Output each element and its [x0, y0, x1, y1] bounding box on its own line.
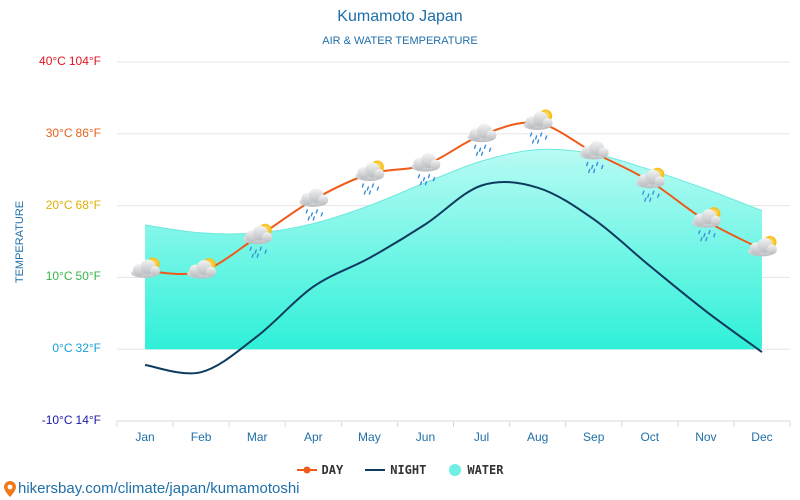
y-tick-celsius: 30°C — [45, 125, 73, 140]
legend-item-night[interactable]: NIGHT — [365, 463, 426, 477]
cloud-rain-icon — [579, 140, 609, 174]
cloud-rain-icon — [299, 188, 329, 221]
y-tick-celsius: 10°C — [45, 269, 73, 284]
legend-night-label: NIGHT — [390, 463, 427, 477]
x-tick-label-mar: Mar — [246, 430, 268, 444]
y-tick-celsius: 0°C — [52, 341, 73, 356]
cloud-rain-icon — [411, 153, 441, 186]
y-tick-fahrenheit: 32°F — [75, 341, 101, 356]
sun-cloud-rain-icon — [243, 223, 273, 258]
cloud-rain-icon — [467, 123, 497, 156]
y-tick-label: 40°C 104°F — [39, 54, 101, 68]
source-link[interactable]: hikersbay.com/climate/japan/kumamotoshi — [4, 480, 300, 497]
map-pin-icon — [4, 480, 16, 497]
night-line — [144, 181, 763, 375]
x-tick-label-nov: Nov — [695, 430, 717, 444]
legend-day-swatch — [296, 466, 317, 474]
y-tick-fahrenheit: 104°F — [68, 54, 101, 68]
x-tick-label-feb: Feb — [190, 430, 212, 444]
sun-cloud-rain-icon — [523, 109, 553, 144]
legend-item-water[interactable]: WATER — [448, 463, 503, 477]
legend-water-swatch — [449, 464, 462, 476]
y-tick-fahrenheit: 68°F — [75, 197, 101, 212]
x-tick-label-may: May — [358, 430, 381, 444]
partly-cloudy-sun-icon — [131, 257, 161, 278]
x-tick-label-dec: Dec — [751, 430, 773, 444]
y-tick-label: 20°C 68°F — [46, 198, 101, 212]
x-tick-label-jun: Jun — [415, 430, 436, 444]
x-tick-label-oct: Oct — [640, 430, 660, 444]
y-tick-fahrenheit: 86°F — [75, 125, 101, 140]
legend: DAY NIGHT WATER — [0, 463, 800, 477]
x-tick-label-apr: Apr — [303, 430, 323, 444]
chart-title: Kumamoto Japan — [337, 8, 463, 25]
legend-item-day[interactable]: DAY — [296, 463, 344, 477]
y-tick-celsius: 20°C — [45, 197, 73, 212]
x-tick-label-jan: Jan — [135, 430, 155, 444]
x-tick-label-jul: Jul — [473, 430, 490, 444]
y-tick-label: -10°C 14°F — [42, 413, 101, 427]
y-axis-title: TEMPERATURE — [14, 200, 26, 284]
y-tick-label: 30°C 86°F — [46, 126, 101, 140]
partly-cloudy-sun-icon — [747, 235, 777, 257]
water-area — [145, 149, 762, 350]
y-tick-label: 0°C 32°F — [52, 341, 101, 355]
y-tick-fahrenheit: 50°F — [75, 269, 101, 284]
x-tick-label-aug: Aug — [526, 430, 549, 444]
y-tick-label: 10°C 50°F — [46, 269, 101, 283]
y-tick-celsius: 40°C — [39, 54, 66, 68]
sun-cloud-rain-icon — [691, 207, 721, 242]
x-tick-label-sep: Sep — [583, 430, 605, 444]
chart-subtitle: AIR & WATER TEMPERATURE — [322, 35, 478, 47]
legend-night-swatch — [365, 469, 386, 471]
source-link-text: hikersbay.com/climate/japan/kumamotoshi — [18, 480, 300, 497]
legend-day-label: DAY — [321, 463, 344, 477]
y-tick-celsius: -10°C — [41, 413, 73, 427]
sun-cloud-rain-icon — [355, 160, 385, 195]
legend-water-label: WATER — [467, 463, 504, 477]
partly-cloudy-sun-icon — [187, 258, 217, 279]
y-tick-fahrenheit: 14°F — [75, 413, 101, 427]
sun-cloud-rain-icon — [635, 167, 665, 202]
